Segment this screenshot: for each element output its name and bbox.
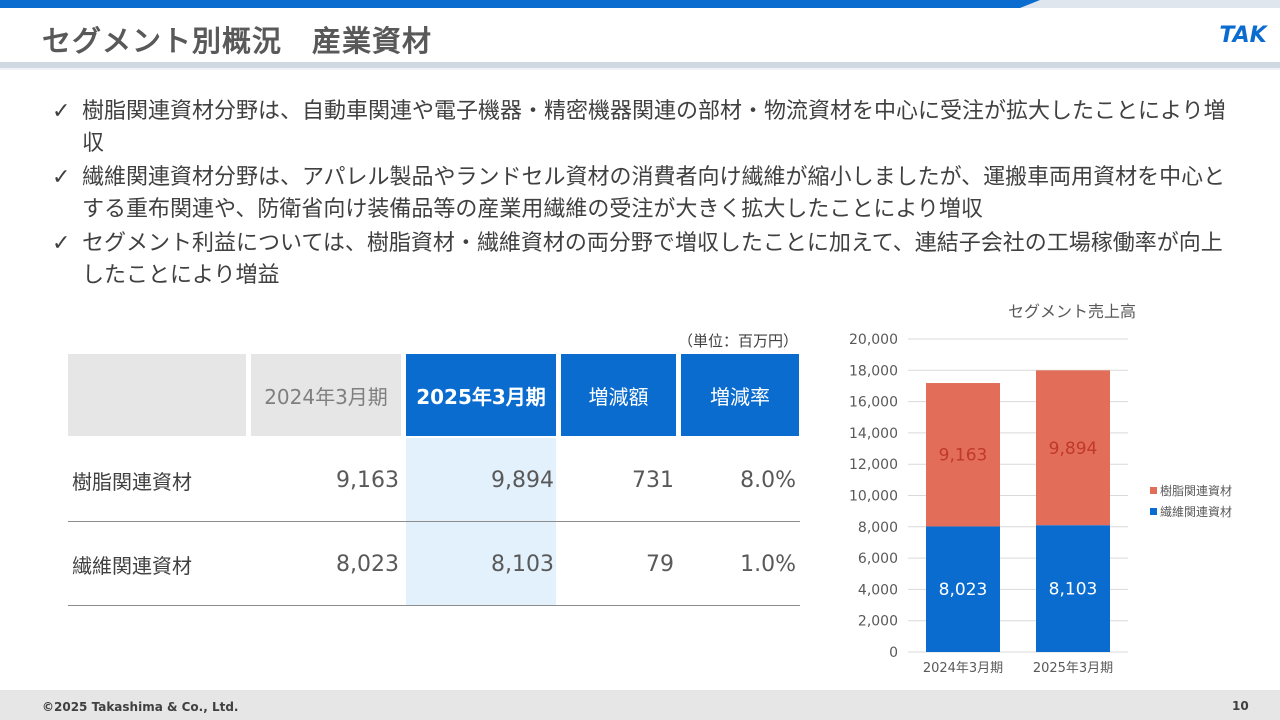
cell-rate: 8.0% [740, 467, 796, 493]
legend-swatch [1150, 487, 1157, 494]
cell-rate: 1.0% [740, 551, 796, 577]
table-row: 繊維関連資材 8,023 8,103 79 1.0% [68, 522, 800, 606]
cell-curr: 8,103 [491, 551, 554, 577]
y-tick-label: 8,000 [858, 520, 898, 536]
y-tick-label: 12,000 [849, 457, 898, 473]
bullet-item: ✓ 繊維関連資材分野は、アパレル製品やランドセル資材の消費者向け繊維が縮小しました… [52, 162, 1242, 226]
bar-segment [926, 383, 1000, 527]
bullet-item: ✓ セグメント利益については、樹脂資材・繊維資材の両分野で増収したことに加えて、連… [52, 228, 1242, 292]
copyright: ©2025 Takashima & Co., Ltd. [42, 700, 239, 714]
bar-segment [926, 526, 1000, 652]
cell-prev: 8,023 [336, 551, 399, 577]
table-header-blank [68, 354, 246, 436]
bullet-text: 繊維関連資材分野は、アパレル製品やランドセル資材の消費者向け繊維が縮小しましたが… [82, 165, 1226, 222]
bar-data-label: 8,103 [1049, 580, 1098, 600]
y-tick-label: 20,000 [849, 332, 898, 348]
legend-swatch [1150, 508, 1157, 515]
bar-data-label: 8,023 [939, 580, 988, 600]
table-header-fy2024: 2024年3月期 [251, 354, 401, 436]
company-logo: TAK [1219, 23, 1268, 48]
row-label: 樹脂関連資材 [72, 469, 192, 494]
cell-curr: 9,894 [491, 467, 554, 493]
bullet-text: セグメント利益については、樹脂資材・繊維資材の両分野で増収したことに加えて、連結… [82, 231, 1223, 288]
table-row: 樹脂関連資材 9,163 9,894 731 8.0% [68, 438, 800, 522]
bullet-item: ✓ 樹脂関連資材分野は、自動車関連や電子機器・精密機器関連の部材・物流資材を中心に… [52, 96, 1242, 160]
bar-segment [1036, 525, 1110, 652]
legend-label: 繊維関連資材 [1160, 505, 1232, 519]
table-header-fy2025: 2025年3月期 [406, 354, 556, 436]
row-label: 繊維関連資材 [72, 553, 192, 578]
y-tick-label: 6,000 [858, 551, 898, 567]
y-tick-label: 4,000 [858, 582, 898, 598]
unit-note: （単位：百万円） [678, 332, 799, 350]
bar-data-label: 9,163 [939, 446, 988, 466]
bar-data-label: 9,894 [1049, 439, 1098, 459]
top-accent-bar-light [1020, 0, 1280, 8]
y-tick-label: 18,000 [849, 363, 898, 379]
cell-diff: 731 [632, 467, 674, 493]
page-number: 10 [1232, 699, 1249, 713]
page-title: セグメント別概況 産業資材 [42, 24, 433, 58]
table-header-change-amount: 増減額 [561, 354, 676, 436]
bar-segment [1036, 370, 1110, 526]
header-rule-light [0, 68, 1280, 70]
cell-diff: 79 [646, 551, 674, 577]
cell-prev: 9,163 [336, 467, 399, 493]
top-accent-bar [0, 0, 1280, 8]
svg-text:TAK: TAK [1219, 23, 1268, 48]
header-rule [0, 62, 1280, 68]
x-tick-label: 2025年3月期 [1033, 661, 1113, 676]
y-tick-label: 14,000 [849, 426, 898, 442]
footer-bar [0, 690, 1280, 720]
legend-label: 樹脂関連資材 [1160, 483, 1232, 498]
segment-sales-chart: セグメント売上高 0 2,000 4,000 6,000 8,000 10,000 12,0… [830, 296, 1270, 686]
table-header-change-rate: 増減率 [681, 354, 799, 436]
check-icon: ✓ [52, 99, 71, 124]
y-tick-label: 2,000 [858, 614, 898, 630]
check-icon: ✓ [52, 231, 71, 256]
chart-svg: セグメント売上高 0 2,000 4,000 6,000 8,000 10,000 12,0… [849, 302, 1232, 676]
y-tick-label: 0 [889, 645, 898, 661]
x-tick-label: 2024年3月期 [923, 661, 1003, 676]
chart-title: セグメント売上高 [1008, 302, 1136, 321]
y-tick-label: 10,000 [849, 489, 898, 505]
check-icon: ✓ [52, 165, 71, 190]
bullet-list: ✓ 樹脂関連資材分野は、自動車関連や電子機器・精密機器関連の部材・物流資材を中心に… [52, 96, 1242, 294]
bullet-text: 樹脂関連資材分野は、自動車関連や電子機器・精密機器関連の部材・物流資材を中心に受… [82, 99, 1226, 156]
highlight-column [406, 438, 556, 606]
y-tick-label: 16,000 [849, 395, 898, 411]
